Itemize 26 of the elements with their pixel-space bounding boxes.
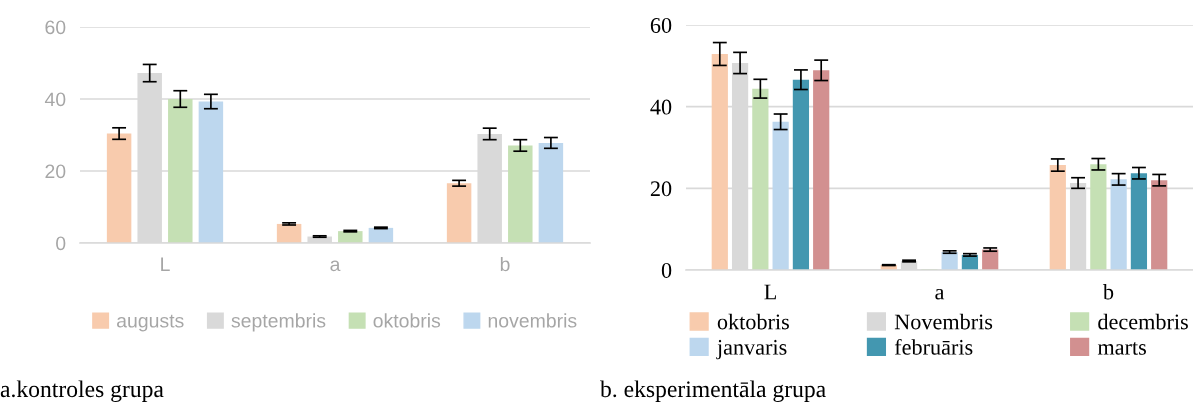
x-tick-label: b [500, 256, 510, 272]
legend-label: augusts [117, 314, 184, 332]
y-tick-label: 20 [650, 181, 672, 197]
text: b. eksperimentāla grupa [600, 380, 826, 402]
legend-label: Novembris [894, 313, 993, 330]
legend-label: janvaris [716, 339, 787, 360]
y-tick-label: 20 [45, 164, 66, 179]
x-tick-label: L [161, 257, 170, 271]
text: a.kontroles grupa [0, 380, 164, 402]
legend-label: oktobris [717, 313, 789, 330]
y-tick-label: 0 [661, 262, 672, 278]
y-tick-label: 60 [650, 17, 672, 33]
legend-label: marts [1097, 342, 1146, 355]
legend-label: septembris [231, 313, 326, 332]
legend-label: februāris [894, 338, 973, 355]
x-tick-label: L [764, 284, 776, 300]
y-tick-label: 0 [56, 236, 66, 251]
x-tick-label: a [330, 260, 341, 272]
x-tick-label: b [1102, 283, 1114, 300]
y-tick-label: 60 [45, 20, 66, 35]
legend-label: decembris [1098, 313, 1188, 330]
legend-label: novembris [488, 313, 577, 328]
x-tick-label: a [935, 288, 945, 300]
y-tick-label: 40 [44, 92, 66, 107]
legend-label: oktobris [373, 313, 441, 328]
y-tick-label: 40 [650, 99, 672, 115]
